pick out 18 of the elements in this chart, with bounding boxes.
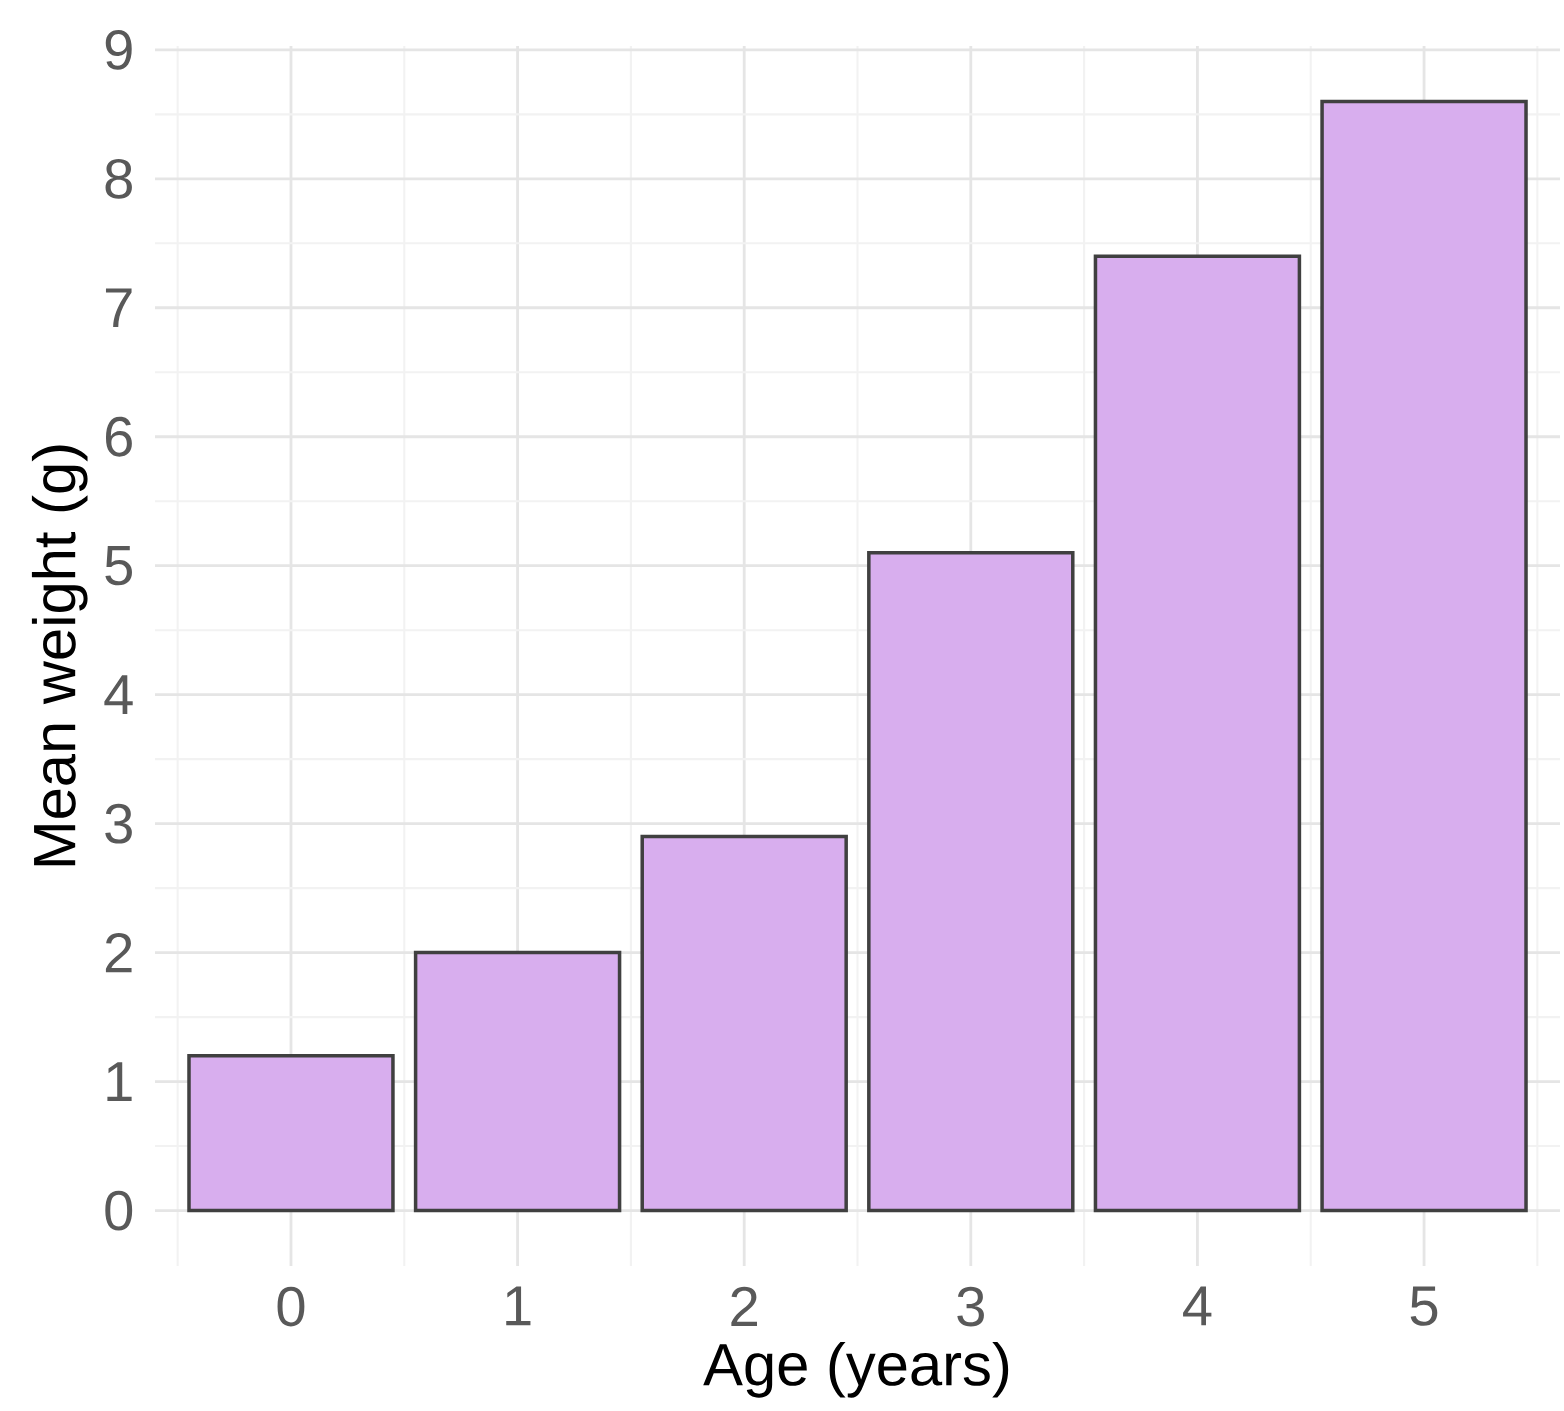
y-tick-label: 8 — [105, 158, 132, 199]
y-tick-label: 2 — [105, 932, 132, 973]
x-tick-label: 3 — [957, 1286, 984, 1327]
x-tick-label: 5 — [1410, 1286, 1438, 1326]
x-axis-title: Age (years) — [703, 1341, 1009, 1398]
x-tick-label: 2 — [731, 1286, 757, 1326]
y-tick-label: 9 — [105, 29, 132, 70]
y-tick-label: 6 — [105, 416, 132, 457]
x-tick-label: 0 — [277, 1286, 305, 1327]
x-tick-label: 4 — [1183, 1286, 1212, 1326]
y-tick-label: 7 — [105, 288, 132, 328]
y-tick-label: 3 — [105, 803, 132, 844]
y-tick-label: 4 — [104, 675, 133, 715]
y-tick-label: 5 — [105, 546, 132, 586]
y-axis-title: Mean weight (g) — [31, 445, 88, 866]
x-tick-label: 1 — [506, 1286, 531, 1326]
y-tick-label: 1 — [107, 1062, 132, 1101]
y-tick-label: 0 — [105, 1190, 133, 1231]
